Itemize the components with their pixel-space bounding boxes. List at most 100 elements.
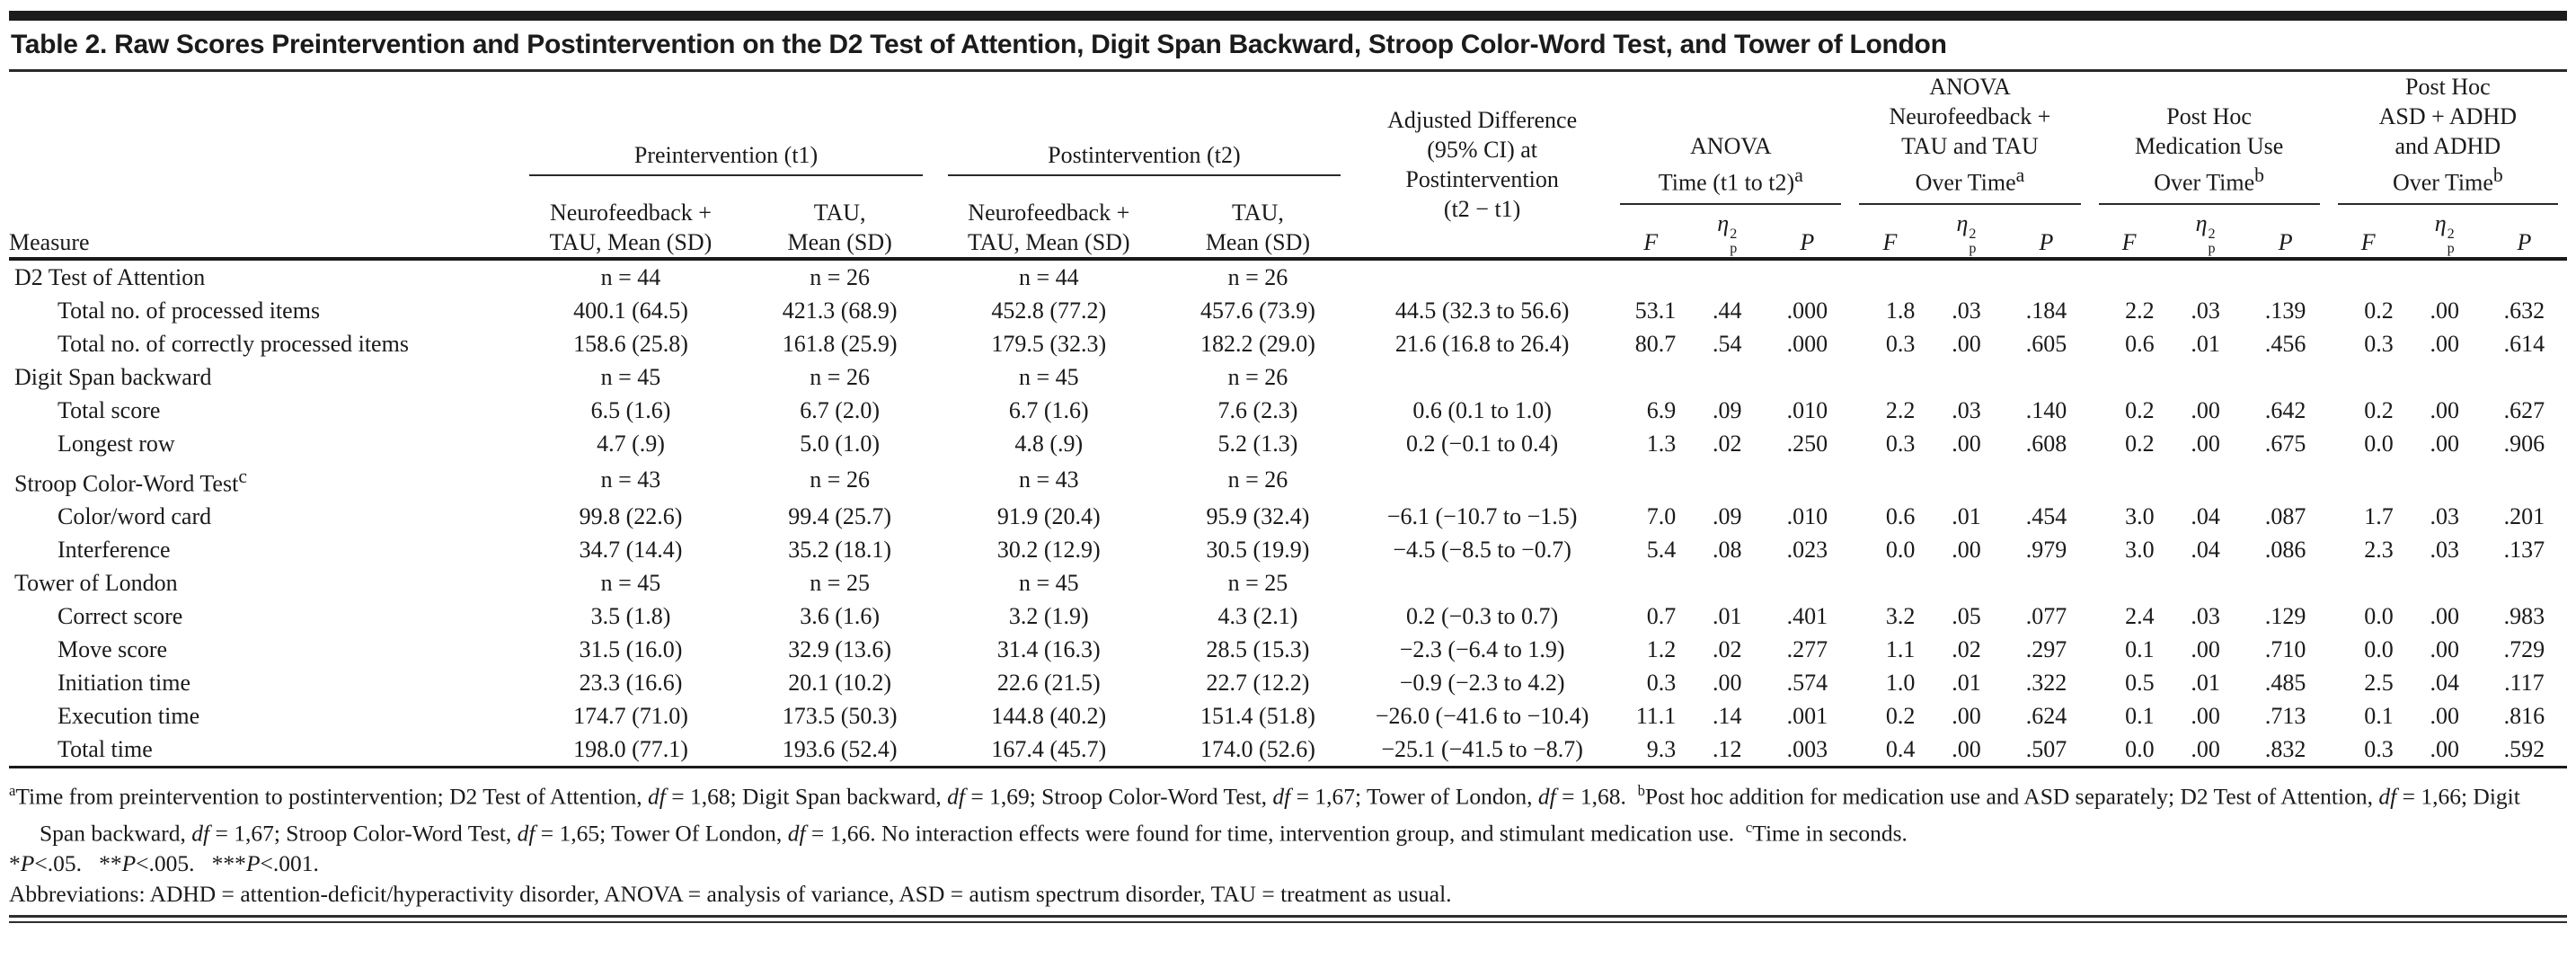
value-cell: .00 (1929, 733, 2004, 769)
value-cell: .642 (2264, 396, 2306, 423)
value-cell: .675 (2264, 430, 2306, 457)
value-cell: 20.1 (10.2) (788, 670, 892, 697)
value-cell: 0.7 (1646, 603, 1677, 630)
value-cell: 95.9 (32.4) (1206, 503, 1310, 530)
value-cell (2169, 259, 2243, 294)
value-cell: 5.0 (1.0) (800, 430, 881, 457)
value-cell: 421.3 (68.9) (782, 297, 898, 324)
value-cell: 31.5 (16.0) (579, 636, 683, 663)
value-cell: 174.7 (71.0) (573, 703, 688, 730)
value-cell (1929, 460, 2003, 501)
value-cell: .04 (2191, 503, 2220, 530)
pre-neurofeedback-mean-header: Neurofeedback + TAU, Mean (SD) (517, 176, 745, 261)
value-cell: 31.4 (16.3) (996, 636, 1101, 663)
value-cell (1611, 360, 1690, 394)
value-cell: .04 (2191, 537, 2220, 564)
p-column-header: P (2481, 204, 2567, 261)
value-cell (1929, 259, 2003, 294)
value-cell: .983 (2503, 603, 2545, 630)
value-cell: 400.1 (64.5) (573, 297, 688, 324)
value-cell: .077 (2025, 603, 2067, 630)
value-cell: .14 (1713, 703, 1742, 730)
value-cell: n = 26 (810, 363, 870, 390)
value-cell: 3.0 (2125, 503, 2155, 530)
value-cell: −6.1 (−10.7 to −1.5) (1386, 503, 1578, 530)
value-cell: 3.6 (1.6) (800, 603, 881, 630)
value-cell: .01 (2191, 670, 2220, 697)
value-cell (2243, 460, 2329, 501)
value-cell: .277 (1786, 636, 1828, 663)
value-cell: 22.6 (21.5) (996, 670, 1101, 697)
value-cell: .816 (2503, 703, 2545, 730)
value-cell (2329, 566, 2408, 599)
value-cell: 1.1 (1885, 636, 1916, 663)
value-cell (1764, 566, 1850, 599)
value-cell: .140 (2025, 396, 2067, 423)
value-cell: .710 (2264, 636, 2306, 663)
value-cell (2329, 259, 2408, 294)
value-cell (2090, 259, 2169, 294)
value-cell: 34.7 (14.4) (579, 537, 683, 564)
measure-cell: Color/word card (58, 503, 212, 530)
value-cell: .184 (2025, 297, 2067, 324)
value-cell: .00 (2191, 636, 2220, 663)
anova-time-group-header: ANOVA Time (t1 to t2)a (1611, 72, 1850, 205)
value-cell: 0.2 (−0.3 to 0.7) (1406, 603, 1559, 630)
value-cell: .01 (1952, 670, 1981, 697)
value-cell: .139 (2264, 297, 2306, 324)
value-cell: .03 (2191, 297, 2220, 324)
value-cell: .608 (2025, 430, 2067, 457)
value-cell: .00 (2430, 603, 2460, 630)
value-cell: .010 (1786, 396, 1828, 423)
value-cell: n = 26 (810, 263, 870, 290)
value-cell: 22.7 (12.2) (1206, 670, 1310, 697)
value-cell: .137 (2503, 537, 2545, 564)
value-cell: n = 25 (810, 570, 870, 597)
value-cell: .001 (1786, 703, 1828, 730)
value-cell (2329, 460, 2408, 501)
value-cell: 0.3 (1885, 330, 1916, 357)
value-cell (2003, 566, 2089, 599)
table-title: Table 2. Raw Scores Preintervention and … (11, 30, 1947, 59)
value-cell: .086 (2264, 537, 2306, 564)
value-cell: 28.5 (15.3) (1206, 636, 1310, 663)
value-cell: .09 (1713, 396, 1742, 423)
value-cell: .010 (1786, 503, 1828, 530)
value-cell: 0.2 (2125, 396, 2155, 423)
value-cell (1690, 259, 1764, 294)
value-cell: 0.3 (1885, 430, 1916, 457)
value-cell: 0.0 (2364, 430, 2394, 457)
value-cell: 151.4 (51.8) (1200, 703, 1315, 730)
value-cell: 3.5 (1.8) (590, 603, 671, 630)
table-row: Color/word card 99.8 (22.6) 99.4 (25.7) 91.… (9, 500, 2567, 533)
footnote-abc: aTime from preintervention to postinterv… (9, 782, 2527, 847)
value-cell: n = 45 (1018, 363, 1079, 390)
value-cell: 35.2 (18.1) (788, 537, 892, 564)
value-cell: .03 (2430, 503, 2460, 530)
value-cell: 5.2 (1.3) (1217, 430, 1298, 457)
value-cell (2408, 360, 2482, 394)
value-cell (1764, 360, 1850, 394)
value-cell (2003, 460, 2089, 501)
value-cell: 91.9 (20.4) (996, 503, 1101, 530)
measure-cell: D2 Test of Attention (14, 263, 206, 290)
value-cell: 1.0 (1885, 670, 1916, 697)
value-cell: .087 (2264, 503, 2306, 530)
value-cell: 1.3 (1646, 430, 1677, 457)
value-cell: .906 (2503, 430, 2545, 457)
p-column-header: P (2242, 204, 2329, 261)
adjusted-difference-header: Adjusted Difference (95% CI) at Postinterv… (1353, 72, 1612, 261)
value-cell: .01 (1952, 503, 1981, 530)
value-cell: 1.2 (1646, 636, 1677, 663)
value-cell: 6.7 (1.6) (1008, 396, 1089, 423)
table-row: Total time 198.0 (77.1) 193.6 (52.4) 167.4 … (9, 733, 2567, 769)
value-cell: 193.6 (52.4) (744, 733, 935, 769)
value-cell: 0.6 (0.1 to 1.0) (1412, 396, 1552, 423)
value-cell (1850, 566, 1929, 599)
value-cell: 3.2 (1.9) (1008, 603, 1089, 630)
value-cell: .01 (1713, 603, 1742, 630)
measure-cell: Execution time (58, 703, 200, 730)
value-cell: .03 (1952, 297, 1981, 324)
